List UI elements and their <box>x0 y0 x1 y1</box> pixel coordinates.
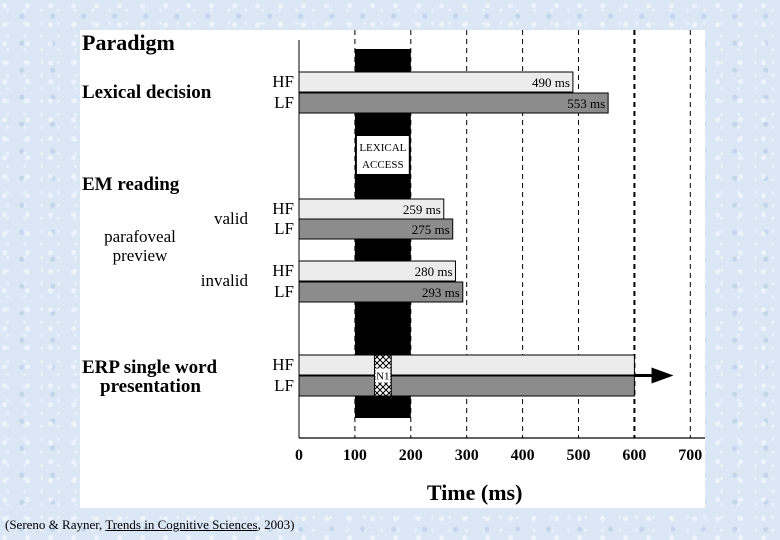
section-label: EM reading <box>82 174 180 195</box>
condition-label: HF <box>272 355 294 374</box>
arrow-head-icon <box>651 367 674 384</box>
x-axis-label: Time (ms) <box>427 480 523 505</box>
bar-value-label: 553 ms <box>567 96 605 111</box>
citation-caption: (Sereno & Rayner, Trends in Cognitive Sc… <box>5 517 294 533</box>
condition-label: LF <box>274 282 294 301</box>
condition-label: LF <box>274 93 294 112</box>
group-label: invalid <box>201 271 249 290</box>
paradigm-chart: 0 100 200 300 400 500 600 700 Time (ms) Paradigm… <box>82 30 705 505</box>
x-tick-label: 200 <box>399 447 423 464</box>
condition-label: HF <box>272 261 294 280</box>
condition-label: LF <box>274 376 294 395</box>
x-tick-label: 300 <box>455 447 479 464</box>
bar-value-label: 259 ms <box>403 202 441 217</box>
section-label: Lexical decision <box>82 82 212 103</box>
bar-lf <box>298 375 635 397</box>
section-label: presentation <box>100 376 201 397</box>
x-tick-label: 100 <box>343 447 367 464</box>
x-tick-label: 500 <box>567 447 591 464</box>
lexical-access-box <box>356 136 409 174</box>
n1-label: N1 <box>376 371 389 383</box>
lexical-access-label: LEXICAL <box>359 142 406 154</box>
chart-title: Paradigm <box>82 30 175 55</box>
bar-value-label: 293 ms <box>422 285 460 300</box>
bar-lf <box>298 92 609 114</box>
x-tick-label: 400 <box>511 447 535 464</box>
n1-label-bg <box>375 368 391 383</box>
section-sublabel: preview <box>113 246 168 265</box>
section-label: ERP single word <box>82 357 218 378</box>
lexical-access-label: ACCESS <box>362 159 404 171</box>
caption-prefix: (Sereno & Rayner, <box>5 517 106 532</box>
bar-value-label: 280 ms <box>415 264 453 279</box>
group-label: valid <box>214 209 248 228</box>
bar-value-label: 490 ms <box>532 75 570 90</box>
x-tick-label: 0 <box>295 447 303 464</box>
caption-suffix: , 2003) <box>257 517 295 532</box>
condition-label: HF <box>272 72 294 91</box>
condition-label: LF <box>274 219 294 238</box>
x-tick-label: 700 <box>678 447 702 464</box>
caption-journal: Trends in Cognitive Sciences <box>105 517 258 532</box>
x-tick-label: 600 <box>622 447 646 464</box>
condition-label: HF <box>272 199 294 218</box>
section-sublabel: parafoveal <box>104 227 176 246</box>
figure-panel: 0 100 200 300 400 500 600 700 Time (ms) Paradigm… <box>80 30 705 508</box>
bar-hf <box>298 354 635 376</box>
bar-value-label: 275 ms <box>412 222 450 237</box>
